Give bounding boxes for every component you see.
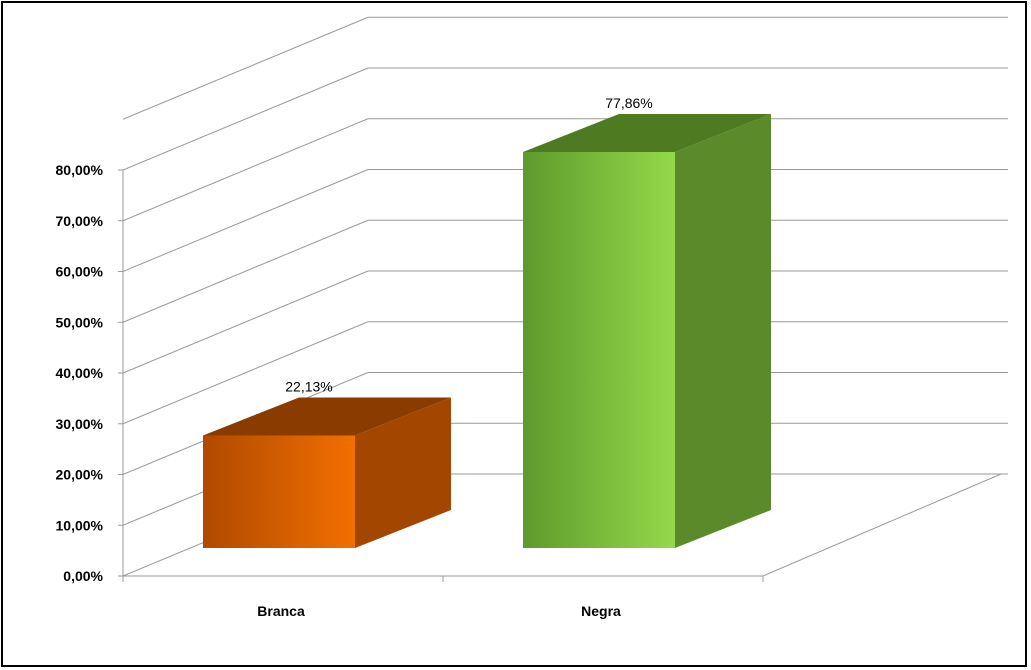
labels: 22,13% Branca 77,86% Negra bbox=[257, 95, 652, 619]
y-tick-label: 50,00% bbox=[56, 314, 104, 330]
bar-negra-top bbox=[523, 114, 771, 152]
y-tick-label: 30,00% bbox=[56, 416, 104, 432]
gridline-side bbox=[122, 118, 369, 222]
bar-negra-front bbox=[523, 152, 675, 548]
bar-negra-side bbox=[675, 114, 771, 548]
gridline-side bbox=[122, 270, 369, 374]
y-tick-label: 60,00% bbox=[56, 264, 104, 280]
y-tick-label: 10,00% bbox=[56, 517, 104, 533]
gridline-side bbox=[122, 67, 369, 171]
bar-branca-side bbox=[355, 397, 451, 548]
gridline-side bbox=[122, 321, 369, 425]
bar-branca-front bbox=[203, 435, 355, 548]
gridline-side bbox=[122, 169, 369, 272]
category-label-branca: Branca bbox=[257, 603, 305, 619]
data-label-negra: 77,86% bbox=[605, 95, 652, 111]
gridline-side bbox=[122, 16, 369, 120]
gridlines bbox=[122, 16, 1008, 577]
category-label-negra: Negra bbox=[581, 603, 621, 619]
y-tick-label: 70,00% bbox=[56, 213, 104, 229]
y-tick-label: 80,00% bbox=[56, 162, 104, 178]
gridline-side bbox=[122, 219, 369, 323]
y-tick-label: 0,00% bbox=[63, 568, 103, 584]
bar-branca-top bbox=[203, 397, 451, 436]
y-tick-label: 20,00% bbox=[56, 467, 104, 483]
y-axis: 0,00% 10,00% 20,00% 30,00% 40,00% 50,00% 60,00… bbox=[56, 162, 764, 584]
data-label-branca: 22,13% bbox=[285, 378, 332, 394]
bars bbox=[203, 114, 771, 548]
y-tick-label: 40,00% bbox=[56, 365, 104, 381]
